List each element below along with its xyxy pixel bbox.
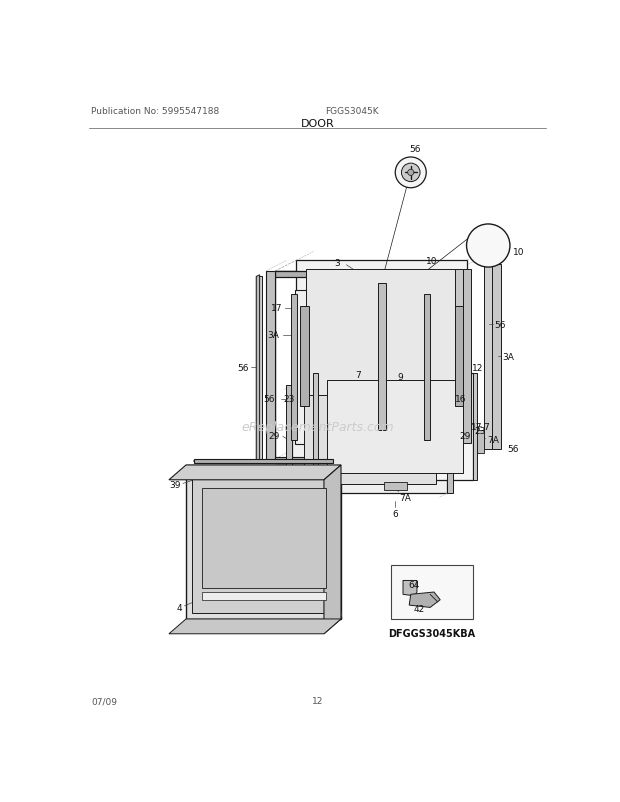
Polygon shape xyxy=(202,488,326,589)
Polygon shape xyxy=(492,265,501,449)
Text: 3A: 3A xyxy=(503,352,515,362)
Polygon shape xyxy=(327,381,463,473)
Bar xyxy=(391,565,472,619)
Text: 56: 56 xyxy=(494,320,505,329)
Text: 56: 56 xyxy=(237,363,249,372)
Polygon shape xyxy=(286,386,292,494)
Text: 12: 12 xyxy=(472,363,484,372)
Text: 3A: 3A xyxy=(267,331,279,340)
Circle shape xyxy=(408,170,414,176)
Polygon shape xyxy=(476,430,484,453)
Polygon shape xyxy=(291,294,297,441)
Text: DOOR: DOOR xyxy=(301,119,335,129)
Polygon shape xyxy=(256,275,260,462)
Polygon shape xyxy=(484,265,492,449)
Polygon shape xyxy=(186,465,341,619)
Polygon shape xyxy=(306,270,458,444)
Text: 3: 3 xyxy=(334,258,340,268)
Text: 12: 12 xyxy=(312,696,324,705)
Polygon shape xyxy=(275,272,446,277)
Polygon shape xyxy=(324,465,341,634)
Polygon shape xyxy=(169,465,341,480)
Polygon shape xyxy=(454,307,463,407)
Text: 42: 42 xyxy=(413,604,424,613)
Text: 10: 10 xyxy=(427,257,438,265)
Polygon shape xyxy=(169,619,341,634)
Circle shape xyxy=(402,164,420,182)
Text: 29: 29 xyxy=(268,431,280,440)
Polygon shape xyxy=(256,277,262,462)
Text: 64: 64 xyxy=(409,581,420,589)
Text: Publication No: 5995547188: Publication No: 5995547188 xyxy=(92,107,219,116)
Text: 56: 56 xyxy=(409,145,420,154)
Text: 9: 9 xyxy=(397,372,403,381)
Text: eReplacementParts.com: eReplacementParts.com xyxy=(241,420,394,433)
Text: 17: 17 xyxy=(471,423,482,431)
Text: 6: 6 xyxy=(392,509,398,518)
Polygon shape xyxy=(455,275,461,460)
Text: 56: 56 xyxy=(264,395,275,403)
Text: 4: 4 xyxy=(177,603,182,612)
Polygon shape xyxy=(409,592,440,608)
Text: 7A: 7A xyxy=(487,435,499,444)
Text: FGGS3045K: FGGS3045K xyxy=(326,107,379,116)
Polygon shape xyxy=(378,284,386,430)
Text: 29: 29 xyxy=(459,431,471,440)
Text: 23: 23 xyxy=(475,426,486,435)
Polygon shape xyxy=(317,373,472,480)
Polygon shape xyxy=(275,458,446,464)
Polygon shape xyxy=(266,272,275,464)
Circle shape xyxy=(396,158,427,188)
Polygon shape xyxy=(313,373,317,480)
Text: 7: 7 xyxy=(483,423,489,431)
Polygon shape xyxy=(455,270,463,444)
Polygon shape xyxy=(463,270,471,444)
Text: 10: 10 xyxy=(513,248,525,257)
Text: 56: 56 xyxy=(507,445,519,454)
Polygon shape xyxy=(294,291,427,444)
Polygon shape xyxy=(192,472,335,613)
Polygon shape xyxy=(463,278,469,455)
Polygon shape xyxy=(193,460,334,464)
Polygon shape xyxy=(424,294,430,441)
Polygon shape xyxy=(202,592,326,600)
Polygon shape xyxy=(472,373,477,480)
Polygon shape xyxy=(403,581,417,596)
Text: DFGGS3045KBA: DFGGS3045KBA xyxy=(388,629,476,638)
Polygon shape xyxy=(296,261,467,453)
Text: 07/09: 07/09 xyxy=(92,696,117,705)
Text: 7: 7 xyxy=(355,371,361,380)
Polygon shape xyxy=(446,272,455,464)
Circle shape xyxy=(467,225,510,268)
Polygon shape xyxy=(300,307,309,407)
Text: 7A: 7A xyxy=(399,494,411,503)
Text: 39: 39 xyxy=(169,480,180,489)
Text: 16: 16 xyxy=(455,395,467,403)
Polygon shape xyxy=(304,395,435,484)
Polygon shape xyxy=(447,386,453,494)
Text: 23: 23 xyxy=(283,395,295,403)
Polygon shape xyxy=(384,482,407,490)
Polygon shape xyxy=(292,386,447,494)
Text: 17: 17 xyxy=(271,304,283,313)
